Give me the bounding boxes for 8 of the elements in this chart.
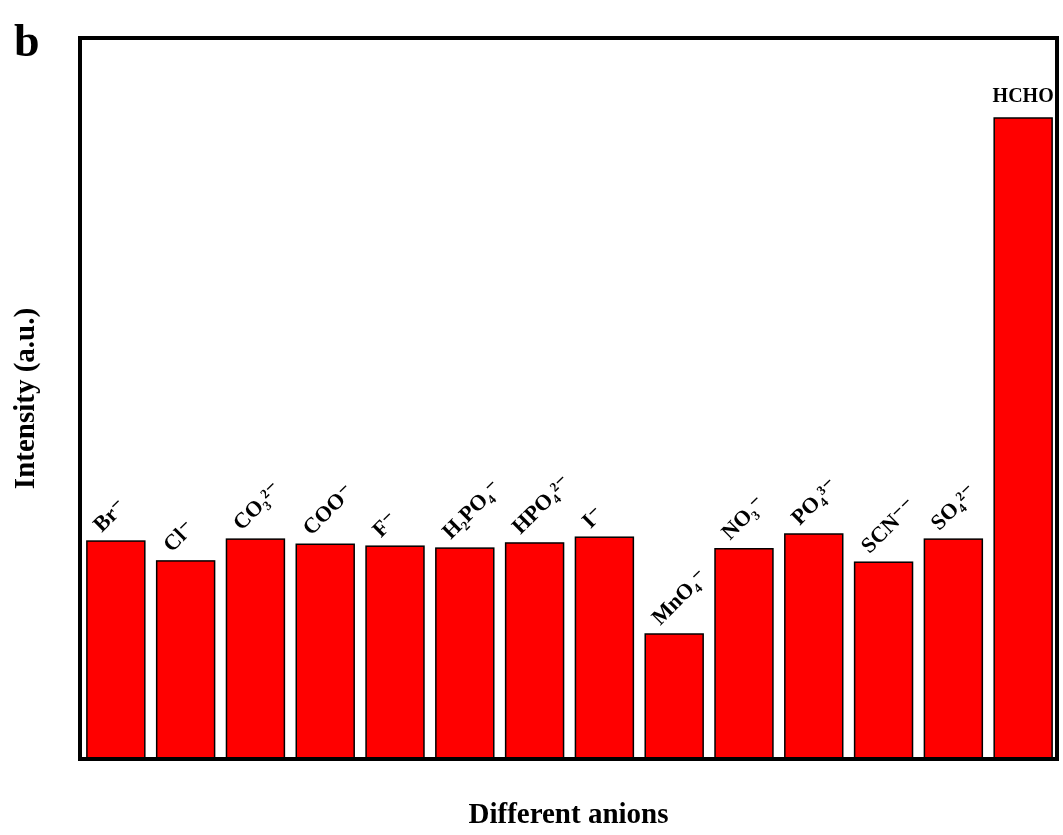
x-tick-label: HCHO [992,84,1054,106]
text: b [14,15,40,66]
x-tick-label: F⁻ [366,506,403,542]
x-axis-title: Different anions [468,797,669,829]
x-tick-label: Br⁻ [87,493,131,537]
y-axis-title: Intensity (a.u.) [8,307,41,490]
x-tick-label: I⁻ [576,500,609,533]
x-tick-label: Cl⁻ [157,515,199,557]
